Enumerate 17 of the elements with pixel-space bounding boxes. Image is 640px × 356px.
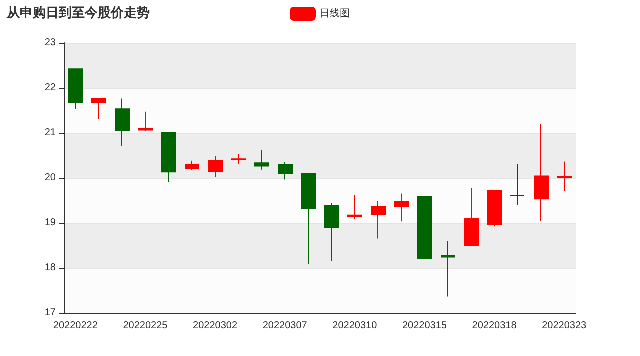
- x-tick-label: 20220318: [472, 320, 518, 332]
- y-tick-label: 23: [44, 38, 56, 48]
- y-tick-label: 22: [44, 82, 56, 94]
- chart-title: 从申购日到至今股价走势: [6, 5, 150, 21]
- x-tick-label: 20220302: [193, 320, 238, 332]
- x-tick-label: 20220310: [332, 320, 378, 332]
- y-tick-label: 21: [44, 128, 56, 138]
- legend-label: 日线图: [320, 8, 350, 20]
- y-tick-label: 17: [44, 308, 56, 318]
- y-tick-label: 18: [44, 262, 56, 274]
- y-tick-label: 19: [44, 218, 56, 228]
- x-tick-label: 20220222: [53, 320, 98, 332]
- x-tick-label: 20220225: [123, 320, 168, 332]
- y-tick-label: 20: [44, 172, 56, 184]
- x-tick-label: 20220307: [262, 320, 308, 332]
- x-tick-label: 20220323: [542, 320, 588, 332]
- x-tick-label: 20220315: [402, 320, 448, 332]
